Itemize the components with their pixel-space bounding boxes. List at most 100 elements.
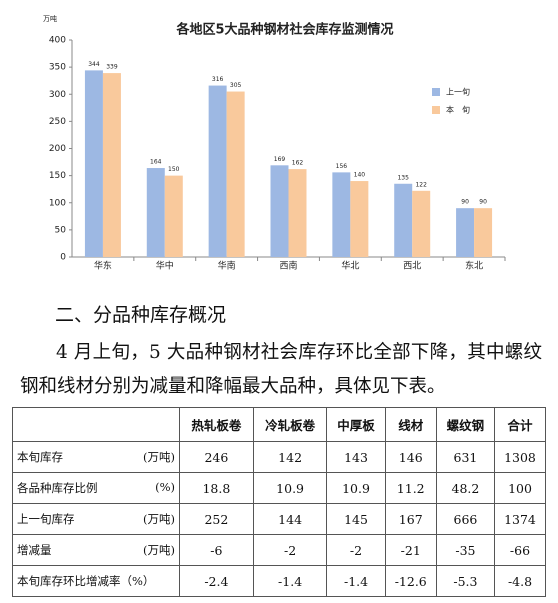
bar xyxy=(288,169,307,257)
table-row: 各品种库存比例 (%) 18.8 10.9 10.9 11.2 48.2 100 xyxy=(12,472,547,504)
y-tick-label: 100 xyxy=(49,198,66,208)
data-label: 339 xyxy=(106,64,118,71)
table-cell: -12.6 xyxy=(384,565,437,597)
chart: 各地区5大品种钢材社会库存监测情况 万吨 0 50 100 150 200 250 300 3… xyxy=(43,14,506,272)
legend-swatch xyxy=(432,88,440,96)
x-tick-label: 华南 xyxy=(218,260,236,272)
bar xyxy=(332,172,351,257)
table-cell: 18.8 xyxy=(179,472,254,504)
section-title: 二、分品种库存概况 xyxy=(55,304,227,326)
table-cell: -35 xyxy=(435,534,495,566)
table-cell: -6 xyxy=(179,534,254,566)
legend-swatch xyxy=(432,106,440,114)
table-cell: 146 xyxy=(384,441,437,473)
bar xyxy=(270,165,289,257)
chart-title: 各地区5大品种钢材社会库存监测情况 xyxy=(175,22,393,38)
row-unit: (万吨) xyxy=(143,543,175,557)
table-cell: -5.3 xyxy=(435,565,495,597)
row-label: 增减量 xyxy=(17,543,52,557)
y-tick-label: 400 xyxy=(49,36,66,46)
row-label-cell: 上一旬库存 (万吨) xyxy=(12,503,180,535)
header-cell: 螺纹钢 xyxy=(435,407,495,442)
bar xyxy=(102,73,121,257)
table-cell: -66 xyxy=(493,534,547,566)
x-tick-label: 华中 xyxy=(156,260,174,272)
bar xyxy=(146,168,165,257)
y-unit: 万吨 xyxy=(43,14,57,23)
bar xyxy=(350,181,369,257)
bar xyxy=(84,70,103,257)
data-label: 316 xyxy=(212,76,224,83)
y-tick-label: 250 xyxy=(49,117,66,127)
data-label: 162 xyxy=(292,160,304,167)
data-label: 135 xyxy=(397,174,409,181)
row-unit: (万吨) xyxy=(143,450,175,464)
table-cell: 100 xyxy=(493,472,547,504)
x-tick-label: 华北 xyxy=(341,260,359,272)
y-tick-label: 150 xyxy=(49,171,66,181)
row-label-cell: 本旬库存 (万吨) xyxy=(12,441,180,473)
x-tick-label: 东北 xyxy=(465,260,483,272)
header-cell: 中厚板 xyxy=(326,407,386,442)
table-row: 本旬库存 (万吨) 246 142 143 146 631 1308 xyxy=(12,441,547,473)
y-tick-label: 0 xyxy=(60,253,66,263)
table-cell: 11.2 xyxy=(384,472,437,504)
table-cell: 143 xyxy=(326,441,386,473)
x-tick-label: 西南 xyxy=(279,260,297,272)
data-label: 169 xyxy=(274,156,286,163)
bar xyxy=(164,175,183,257)
table-cell: 48.2 xyxy=(435,472,495,504)
data-label: 90 xyxy=(461,199,469,206)
row-label: 上一旬库存 xyxy=(17,512,75,526)
table-cell: 144 xyxy=(252,503,328,535)
table-cell: 1308 xyxy=(493,441,547,473)
y-tick-label: 200 xyxy=(49,144,66,154)
header-row: 热轧板卷 冷轧板卷 中厚板 线材 螺纹钢 合计 xyxy=(12,407,547,442)
y-tick-label: 50 xyxy=(55,225,67,235)
data-label: 305 xyxy=(230,82,242,89)
header-cell: 合计 xyxy=(493,407,547,442)
table-cell: 246 xyxy=(179,441,254,473)
row-label: 本旬库存 xyxy=(17,450,63,464)
row-label-cell: 增减量 (万吨) xyxy=(12,534,180,566)
y-tick-label: 350 xyxy=(49,63,66,73)
row-label-cell: 本旬库存环比增减率（%） xyxy=(12,565,180,597)
table-cell: -1.4 xyxy=(326,565,386,597)
table-cell: 10.9 xyxy=(326,472,386,504)
y-tick-label: 300 xyxy=(49,90,66,100)
bar xyxy=(412,190,431,257)
table: 热轧板卷 冷轧板卷 中厚板 线材 螺纹钢 合计本旬库存 (万吨) 246 142 143 146 63… xyxy=(12,407,547,597)
row-unit: (万吨) xyxy=(143,512,175,526)
row-unit: (%) xyxy=(155,480,175,494)
x-tick-label: 西北 xyxy=(403,261,421,272)
table-row: 增减量 (万吨) -6 -2 -2 -21 -35 -66 xyxy=(12,534,547,566)
table-cell: 1374 xyxy=(493,503,547,535)
table-cell: -4.8 xyxy=(493,565,547,597)
table-cell: 631 xyxy=(435,441,495,473)
data-label: 156 xyxy=(336,163,348,170)
data-label: 140 xyxy=(354,172,366,179)
bar xyxy=(474,208,493,257)
data-label: 90 xyxy=(479,199,487,206)
table-cell: -2 xyxy=(326,534,386,566)
data-label: 164 xyxy=(150,159,162,166)
data-label: 122 xyxy=(415,181,427,188)
table-cell: -2.4 xyxy=(179,565,254,597)
table-cell: -21 xyxy=(384,534,437,566)
legend-label: 本 旬 xyxy=(446,105,470,115)
table-cell: 167 xyxy=(384,503,437,535)
table-cell: 145 xyxy=(326,503,386,535)
table-cell: 666 xyxy=(435,503,495,535)
data-label: 150 xyxy=(168,166,180,173)
table-row: 本旬库存环比增减率（%） -2.4 -1.4 -1.4 -12.6 -5.3 -4.8 xyxy=(12,565,547,597)
x-tick-label: 华东 xyxy=(94,260,112,272)
bar xyxy=(394,183,413,257)
header-cell: 冷轧板卷 xyxy=(252,407,328,442)
bar xyxy=(226,91,245,257)
bar xyxy=(456,208,475,257)
paragraph: 4 月上旬，5 大品种钢材社会库存环比全部下降，其中螺纹钢和线材分别为减量和降幅… xyxy=(20,342,542,397)
row-label: 各品种库存比例 xyxy=(17,481,98,495)
table-cell: 142 xyxy=(252,441,328,473)
header-cell: 热轧板卷 xyxy=(179,407,254,442)
legend-label: 上一旬 xyxy=(446,87,470,97)
